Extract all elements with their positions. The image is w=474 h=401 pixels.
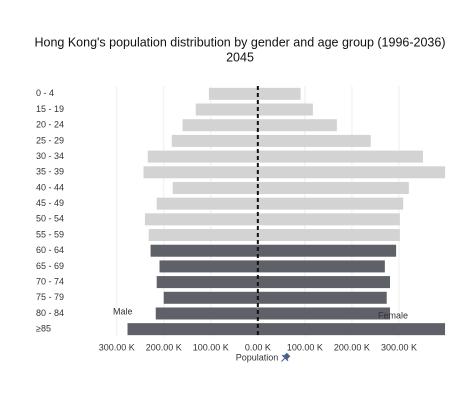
bar: [156, 276, 258, 289]
bar: [257, 134, 371, 147]
bar: [257, 291, 387, 304]
bar: [257, 260, 385, 273]
y-tick-label: 35 - 39: [36, 167, 64, 177]
bar: [156, 197, 258, 210]
bar: [150, 244, 258, 257]
bar: [257, 166, 446, 179]
y-tick-label: 50 - 54: [36, 214, 64, 224]
bar: [257, 87, 301, 100]
x-tick-label: 300.00 K: [381, 342, 417, 352]
y-tick-label: 80 - 84: [36, 308, 64, 318]
y-tick-label: 60 - 64: [36, 245, 64, 255]
bar: [257, 119, 337, 132]
bar: [172, 181, 258, 194]
bar: [171, 134, 258, 147]
y-tick-label: 20 - 24: [36, 120, 64, 130]
bar: [155, 307, 258, 320]
bar: [257, 244, 397, 257]
bar: [257, 307, 391, 320]
y-tick-label: 30 - 34: [36, 151, 64, 161]
x-axis-title: Population: [236, 352, 279, 362]
bar: [257, 229, 400, 242]
bar: [257, 150, 423, 163]
chart-subtitle: 2045: [226, 50, 254, 64]
bar: [257, 323, 446, 336]
bar: [127, 323, 258, 336]
y-tick-label: ≥85: [36, 324, 51, 334]
bar: [257, 197, 404, 210]
bar: [159, 260, 258, 273]
y-tick-label: 55 - 59: [36, 229, 64, 239]
y-tick-label: 0 - 4: [36, 88, 54, 98]
bar: [143, 166, 258, 179]
bar: [182, 119, 258, 132]
bar: [208, 87, 258, 100]
bar: [195, 103, 258, 116]
legend-label: Female: [378, 310, 408, 320]
x-tick-label: 0.00 K: [245, 342, 271, 352]
x-tick-label: 100.00 K: [193, 342, 229, 352]
y-tick-label: 45 - 49: [36, 198, 64, 208]
x-tick-label: 300.00 K: [99, 342, 135, 352]
bar: [148, 229, 258, 242]
bar: [257, 276, 391, 289]
legend-label: Male: [113, 306, 133, 316]
y-tick-label: 15 - 19: [36, 104, 64, 114]
bar: [147, 150, 258, 163]
y-tick-label: 75 - 79: [36, 292, 64, 302]
bar: [257, 103, 313, 116]
y-tick-label: 40 - 44: [36, 182, 64, 192]
chart-title: Hong Kong's population distribution by g…: [34, 35, 445, 49]
y-tick-label: 65 - 69: [36, 261, 64, 271]
bar: [144, 213, 258, 226]
x-tick-label: 200.00 K: [334, 342, 370, 352]
x-tick-label: 100.00 K: [287, 342, 323, 352]
bar: [257, 181, 409, 194]
bar: [257, 213, 400, 226]
y-tick-label: 25 - 29: [36, 135, 64, 145]
x-tick-label: 200.00 K: [146, 342, 182, 352]
y-tick-label: 70 - 74: [36, 276, 64, 286]
bar: [163, 291, 258, 304]
pin-icon[interactable]: [279, 352, 292, 365]
